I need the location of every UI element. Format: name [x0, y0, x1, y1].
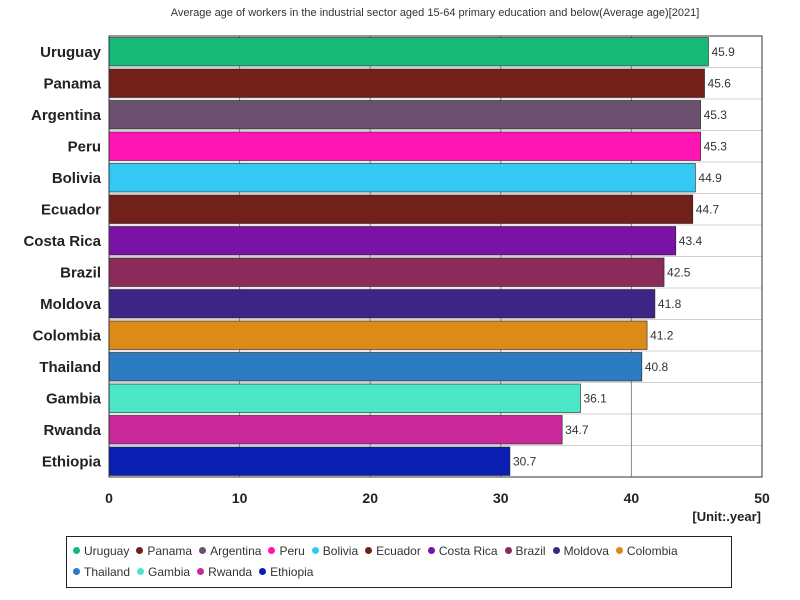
- x-tick-label: 50: [754, 490, 770, 506]
- value-label: 45.9: [711, 45, 735, 59]
- legend-label: Ethiopia: [270, 565, 314, 579]
- value-label: 36.1: [583, 391, 607, 405]
- bar-bolivia: [108, 163, 696, 193]
- legend-label: Panama: [147, 544, 193, 558]
- value-labels: 45.9 45.6 45.3 45.3 44.9 44.7 43.4 42.5 41.8 41.2…: [513, 45, 735, 469]
- x-tick-label: 30: [493, 490, 509, 506]
- bar-gambia: [108, 383, 581, 413]
- legend-swatch: [311, 547, 319, 554]
- bar-peru: [108, 131, 701, 161]
- legend: Uruguay Panama Argentina Peru Bolivia Ecuador…: [66, 536, 732, 588]
- category-label: Ethiopia: [42, 453, 102, 470]
- legend-swatch: [137, 568, 145, 575]
- legend-swatch: [427, 547, 435, 554]
- legend-item: Bolivia: [311, 541, 359, 562]
- value-label: 43.4: [679, 234, 703, 248]
- bars: [108, 37, 709, 476]
- legend-label: Peru: [279, 544, 305, 558]
- legend-item: Peru: [268, 541, 305, 562]
- legend-item: Ethiopia: [259, 562, 313, 583]
- legend-label: Brazil: [515, 544, 546, 558]
- category-label: Panama: [43, 75, 101, 92]
- category-label: Gambia: [46, 390, 102, 407]
- value-label: 30.7: [513, 454, 537, 468]
- legend-swatch: [259, 568, 267, 575]
- legend-swatch: [73, 568, 80, 575]
- legend-item: Uruguay: [73, 541, 129, 562]
- bar-brazil: [108, 257, 665, 287]
- category-label: Rwanda: [43, 422, 101, 439]
- unit-label: [Unit:.year]: [692, 509, 761, 524]
- category-label: Brazil: [60, 264, 101, 281]
- bar-uruguay: [108, 37, 709, 67]
- x-axis-ticks: 0 10 20 30 40 50: [105, 490, 770, 506]
- category-label: Argentina: [31, 107, 102, 124]
- legend-item: Moldova: [552, 541, 609, 562]
- legend-item: Ecuador: [365, 541, 421, 562]
- value-label: 44.7: [696, 202, 720, 216]
- x-tick-label: 20: [362, 490, 378, 506]
- bar-thailand: [108, 352, 643, 382]
- legend-item: Colombia: [615, 541, 678, 562]
- bar-costa-rica: [108, 226, 677, 256]
- bar-moldova: [108, 289, 656, 319]
- bar-rwanda: [108, 415, 563, 445]
- bar-ecuador: [108, 194, 694, 224]
- value-label: 41.2: [650, 328, 674, 342]
- legend-swatch: [199, 547, 207, 554]
- bar-chart: 45.9 45.6 45.3 45.3 44.9 44.7 43.4 42.5 41.8 41.2…: [23, 35, 770, 506]
- category-labels: Uruguay Panama Argentina Peru Bolivia Ecuador…: [23, 44, 101, 471]
- value-label: 45.3: [704, 139, 728, 153]
- legend-swatch: [504, 547, 512, 554]
- legend-label: Gambia: [148, 565, 191, 579]
- x-tick-label: 10: [232, 490, 248, 506]
- legend-item: Panama: [136, 541, 192, 562]
- legend-label: Moldova: [563, 544, 609, 558]
- legend-item: Thailand: [73, 562, 130, 583]
- category-label: Moldova: [40, 296, 101, 313]
- value-label: 44.9: [698, 171, 722, 185]
- legend-label: Rwanda: [208, 565, 253, 579]
- value-label: 41.8: [658, 297, 682, 311]
- value-label: 40.8: [645, 360, 669, 374]
- legend-label: Thailand: [84, 565, 131, 579]
- legend-item: Costa Rica: [427, 541, 498, 562]
- legend-item: Brazil: [504, 541, 546, 562]
- bar-panama: [108, 68, 705, 98]
- legend-label: Bolivia: [322, 544, 359, 558]
- plot-area-border: [108, 35, 763, 478]
- value-label: 45.6: [708, 76, 732, 90]
- category-label: Uruguay: [40, 44, 102, 61]
- legend-item: Argentina: [199, 541, 261, 562]
- x-tick-label: 40: [624, 490, 640, 506]
- legend-label: Colombia: [626, 544, 678, 558]
- category-label: Ecuador: [41, 201, 101, 218]
- bar-argentina: [108, 100, 701, 130]
- legend-item: Gambia: [137, 562, 190, 583]
- legend-swatch: [552, 547, 560, 554]
- legend-label: Ecuador: [376, 544, 421, 558]
- legend-swatch: [197, 568, 205, 575]
- category-label: Bolivia: [52, 170, 102, 187]
- legend-swatch: [615, 547, 623, 554]
- legend-item: Rwanda: [197, 562, 252, 583]
- legend-swatch: [268, 547, 276, 554]
- category-label: Costa Rica: [23, 233, 101, 250]
- category-label: Thailand: [39, 359, 101, 376]
- bar-ethiopia: [108, 446, 511, 476]
- value-label: 42.5: [667, 265, 691, 279]
- legend-label: Uruguay: [84, 544, 130, 558]
- legend-label: Costa Rica: [438, 544, 498, 558]
- legend-swatch: [73, 547, 80, 554]
- category-label: Colombia: [33, 327, 102, 344]
- bar-colombia: [108, 320, 648, 350]
- legend-label: Argentina: [210, 544, 262, 558]
- value-label: 45.3: [704, 108, 728, 122]
- category-label: Peru: [68, 138, 101, 155]
- chart-title: Average age of workers in the industrial…: [170, 7, 700, 19]
- x-tick-label: 0: [105, 490, 113, 506]
- legend-swatch: [365, 547, 373, 554]
- legend-swatch: [136, 547, 144, 554]
- value-label: 34.7: [565, 423, 589, 437]
